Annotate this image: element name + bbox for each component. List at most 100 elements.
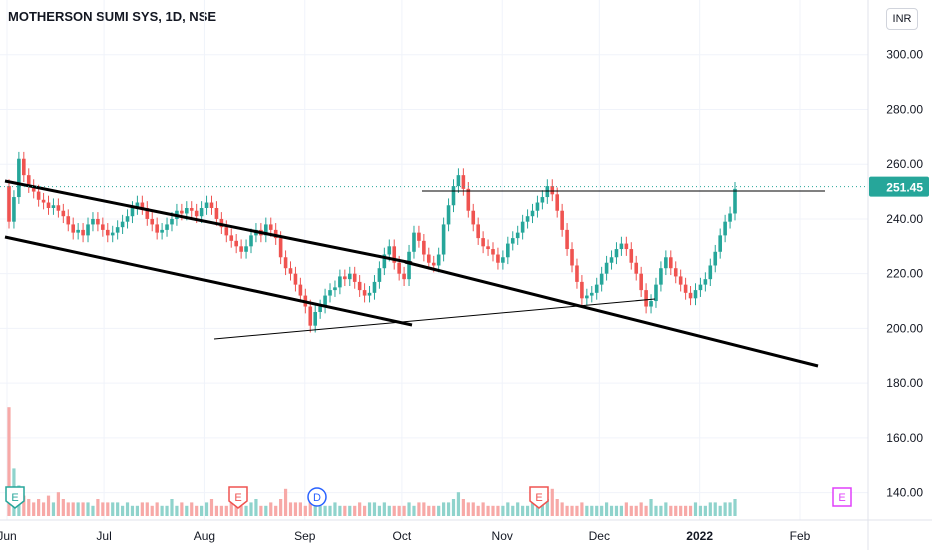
y-tick-label: 200.00: [886, 321, 923, 335]
volume-bar: [674, 505, 678, 516]
candle: [506, 243, 510, 258]
candle: [614, 249, 619, 258]
volume-bar: [338, 505, 342, 516]
volume-bars: [7, 407, 737, 516]
candle: [466, 188, 471, 211]
x-tick-label: Nov: [492, 529, 513, 543]
volume-bar: [664, 502, 668, 516]
candle: [66, 216, 71, 225]
candle: [283, 257, 288, 269]
candle: [61, 210, 66, 217]
volume-bar: [535, 505, 540, 516]
volume-bar: [387, 505, 391, 516]
candle: [407, 251, 411, 280]
volume-bar: [506, 502, 510, 516]
grid: [0, 0, 868, 520]
candle: [501, 257, 505, 263]
candle: [545, 186, 550, 198]
candle: [377, 268, 382, 282]
volume-bar: [254, 499, 258, 516]
volume-bar: [402, 505, 406, 516]
candle: [51, 205, 56, 208]
candle: [520, 221, 525, 233]
candle: [698, 284, 703, 291]
volume-bar: [451, 499, 456, 516]
candle: [264, 224, 268, 236]
candle: [244, 246, 248, 252]
candle: [560, 210, 564, 230]
candle: [733, 188, 737, 214]
candle: [96, 218, 100, 225]
candle: [604, 262, 609, 274]
candle: [441, 224, 446, 255]
currency-selector[interactable]: INR: [886, 8, 918, 30]
candle: [165, 224, 169, 230]
volume-bar: [442, 502, 446, 516]
candle: [110, 232, 115, 236]
candle: [204, 202, 209, 208]
candle: [199, 208, 204, 217]
volume-bar: [353, 505, 357, 516]
volume-bar: [491, 505, 495, 516]
event-marker: [5, 486, 25, 509]
earnings-marker: [228, 486, 248, 509]
volume-bar: [209, 499, 214, 516]
volume-bar: [145, 502, 149, 516]
volume-bar: [417, 502, 421, 516]
volume-bar: [575, 505, 579, 516]
volume-bar: [86, 502, 90, 516]
volume-bar: [249, 502, 253, 516]
volume-bar: [521, 505, 525, 516]
candle: [426, 254, 431, 263]
time-axis[interactable]: Jun Jul Aug Sep Oct Nov Dec 2022 Feb: [0, 529, 811, 543]
candle: [273, 229, 278, 239]
volume-bar: [629, 505, 633, 516]
candle: [318, 306, 322, 312]
candle: [654, 284, 658, 302]
candle: [728, 213, 732, 222]
candle: [570, 249, 574, 266]
volume-bar: [298, 502, 302, 516]
volume-bar: [644, 505, 648, 516]
candle: [229, 235, 234, 241]
volume-bar: [175, 505, 179, 516]
volume-bar: [525, 505, 530, 516]
trendline: [404, 260, 819, 368]
volume-bar: [333, 502, 337, 516]
volume-bar: [32, 502, 36, 516]
y-tick-label: 260.00: [886, 157, 923, 171]
candle: [535, 202, 540, 211]
volume-bar: [190, 502, 194, 516]
candle: [224, 227, 229, 236]
candle: [431, 262, 436, 266]
candle: [589, 292, 594, 296]
volume-bar: [679, 505, 683, 516]
candle: [486, 246, 490, 250]
candle: [298, 284, 303, 296]
volume-bar: [303, 505, 307, 516]
volume-bar: [367, 502, 372, 516]
candle: [476, 224, 480, 239]
volume-bar: [362, 505, 367, 516]
candle: [387, 246, 392, 255]
candle: [629, 249, 634, 263]
volume-bar: [200, 505, 204, 516]
x-tick-label: Sep: [294, 529, 316, 543]
candle: [362, 290, 367, 296]
candle: [115, 227, 120, 233]
volume-bar: [308, 502, 312, 516]
volume-bar: [101, 502, 105, 516]
event-marker: [832, 487, 852, 507]
candle: [580, 281, 584, 299]
volume-bar: [160, 505, 164, 516]
volume-bar: [693, 502, 698, 516]
volume-bar: [619, 505, 624, 516]
volume-bar: [155, 502, 159, 516]
volume-bar: [590, 505, 594, 516]
candle: [515, 232, 520, 239]
candle: [683, 284, 688, 293]
x-tick-label: Aug: [194, 529, 215, 543]
